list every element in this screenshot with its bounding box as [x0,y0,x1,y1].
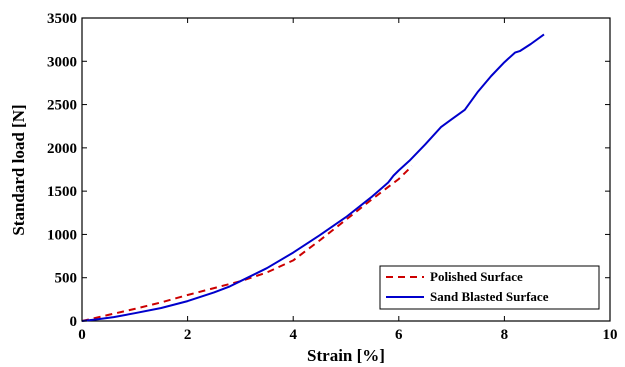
legend-box [379,265,600,310]
x-tick-label: 6 [395,327,403,343]
x-tick-label: 4 [289,327,297,343]
y-tick-label: 2000 [47,141,77,157]
legend-label-sand-blasted-surface: Sand Blasted Surface [430,289,549,304]
x-tick-label: 10 [603,327,618,343]
x-tick-label: 0 [78,327,86,343]
x-tick-label: 2 [184,327,192,343]
series-layer [81,33,545,322]
y-tick-label: 3500 [47,11,77,27]
series-line-sand-blasted-surface [81,33,545,322]
y-axis-title: Standard load [N] [9,104,28,235]
y-tick-label: 3000 [47,54,77,70]
x-tick-label: 8 [501,327,509,343]
y-tick-label: 1500 [47,184,77,200]
y-tick-label: 0 [70,314,78,330]
y-tick-label: 1000 [47,227,77,243]
legend-label-polished-surface: Polished Surface [430,269,523,284]
series-line-polished-surface [81,165,413,322]
ticks-layer: 0 2 4 6 8 10 0 500 1000 1500 2000 2500 3000 3500 [47,11,618,343]
y-tick-label: 2500 [47,98,77,114]
legend: Polished Surface Sand Blasted Surface [379,265,600,310]
x-axis-title: Strain [%] [307,346,385,365]
y-tick-label: 500 [55,271,78,287]
plot-area: 0 2 4 6 8 10 0 500 1000 1500 2000 2500 3000 3500 [47,11,618,343]
